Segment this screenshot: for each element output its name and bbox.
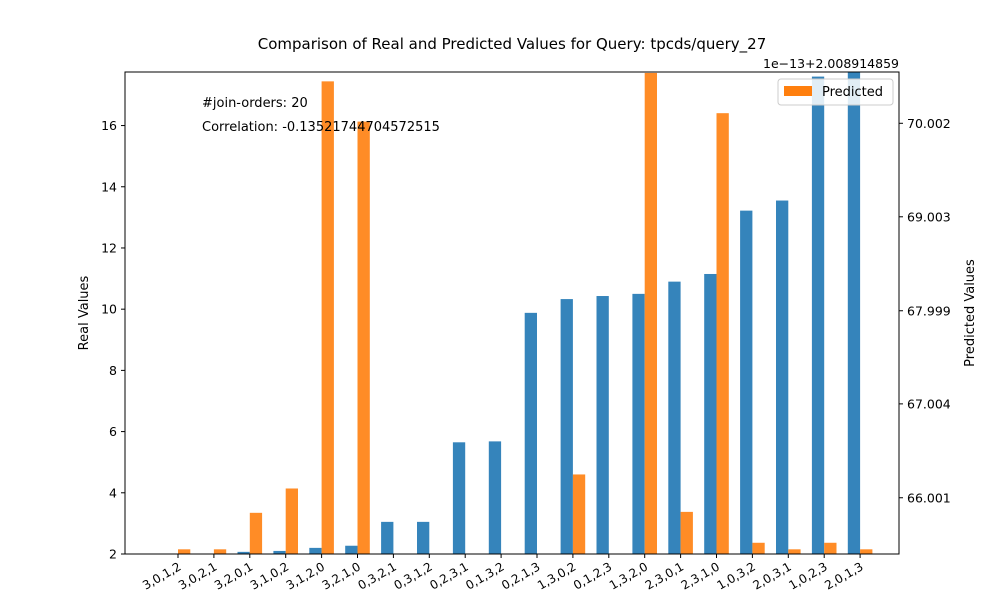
y2-tick-label: 67.004 (907, 396, 951, 411)
y2-offset-label: 1e−13+2.008914859 (763, 56, 899, 71)
legend: Predicted (777, 78, 894, 106)
bar-real-8 (417, 521, 430, 554)
x-tick-label: 0,1,2,3 (571, 559, 614, 592)
bar-real-7 (381, 521, 394, 554)
legend-box (777, 78, 894, 106)
x-tick-label: 2,0,1,3 (822, 559, 865, 592)
y2-tick-label: 67.999 (907, 303, 951, 318)
bar-real-3 (237, 551, 250, 554)
bar-real-10 (488, 441, 502, 554)
x-tick-label: 0,1,3,2 (463, 559, 506, 592)
bar-predicted-18 (788, 549, 801, 554)
bar-predicted-1 (178, 549, 191, 554)
bar-predicted-16 (716, 113, 729, 555)
x-tick-label: 0,2,1,3 (499, 559, 542, 592)
y-tick-label: 2 (109, 547, 117, 562)
y-tick-label: 4 (109, 485, 117, 500)
x-tick-label: 1,0,3,2 (715, 559, 758, 592)
bar-real-20 (847, 72, 861, 554)
bar-real-5 (309, 547, 322, 554)
plot-frame (124, 71, 900, 555)
bar-real-4 (273, 550, 286, 554)
x-tick-label: 3,2,1,0 (320, 559, 363, 592)
y2-tick-label: 69.003 (907, 209, 951, 224)
bar-real-15 (668, 281, 681, 554)
x-tick-label: 3,0,2,1 (176, 559, 219, 592)
bar-predicted-19 (824, 542, 837, 554)
legend-swatch-predicted (784, 86, 812, 96)
bar-real-11 (524, 312, 537, 554)
bar-real-19 (811, 76, 825, 554)
bar-predicted-20 (860, 549, 873, 554)
y2-tick-label: 70.002 (907, 116, 951, 131)
chart-title: Comparison of Real and Predicted Values … (258, 35, 767, 54)
bar-real-6 (345, 545, 358, 554)
bar-predicted-2 (213, 549, 227, 554)
y2-tick-label: 66.001 (907, 490, 951, 505)
bar-predicted-5 (321, 81, 334, 555)
annotation-join-orders: #join-orders: 20 (202, 96, 308, 111)
x-tick-label: 1,0,2,3 (786, 559, 829, 592)
bar-predicted-12 (572, 474, 586, 554)
bar-real-12 (560, 299, 573, 554)
bar-predicted-17 (752, 542, 765, 554)
x-tick-label: 2,3,0,1 (643, 559, 686, 592)
bar-real-18 (776, 200, 789, 554)
y-tick-label: 10 (101, 302, 117, 317)
x-tick-label: 3,1,2,0 (284, 559, 327, 592)
x-tick-label: 0,3,2,1 (356, 559, 399, 592)
y2-axis-label: Predicted Values (963, 259, 978, 367)
y-axis-label: Real Values (77, 275, 92, 350)
x-tick-label: 2,0,3,1 (750, 559, 793, 592)
x-tick-label: 3,0,1,2 (140, 559, 183, 592)
x-tick-label: 0,2,3,1 (427, 559, 470, 592)
bar-predicted-14 (644, 72, 657, 554)
bar-real-14 (632, 293, 645, 554)
x-tick-label: 3,2,0,1 (212, 559, 255, 592)
bar-predicted-3 (249, 512, 263, 554)
bar-predicted-6 (357, 121, 370, 554)
bar-real-17 (740, 210, 753, 554)
bar-predicted-15 (680, 511, 693, 554)
bar-real-16 (704, 273, 717, 554)
x-tick-label: 0,3,1,2 (391, 559, 434, 592)
x-tick-label: 2,3,1,0 (679, 559, 722, 592)
y-tick-label: 14 (101, 179, 117, 194)
x-tick-label: 1,3,2,0 (607, 559, 650, 592)
x-tick-label: 3,1,0,2 (248, 559, 291, 592)
y-tick-label: 12 (101, 240, 117, 255)
legend-label-predicted: Predicted (822, 85, 883, 100)
x-tick-label: 1,3,0,2 (535, 559, 578, 592)
y-tick-label: 6 (109, 424, 117, 439)
y-tick-label: 16 (101, 118, 117, 133)
bar-real-13 (596, 296, 609, 554)
bar-predicted-4 (285, 488, 298, 554)
bar-real-9 (452, 442, 466, 554)
y-tick-label: 8 (109, 363, 117, 378)
annotation-correlation: Correlation: -0.13521744704572515 (202, 120, 440, 135)
